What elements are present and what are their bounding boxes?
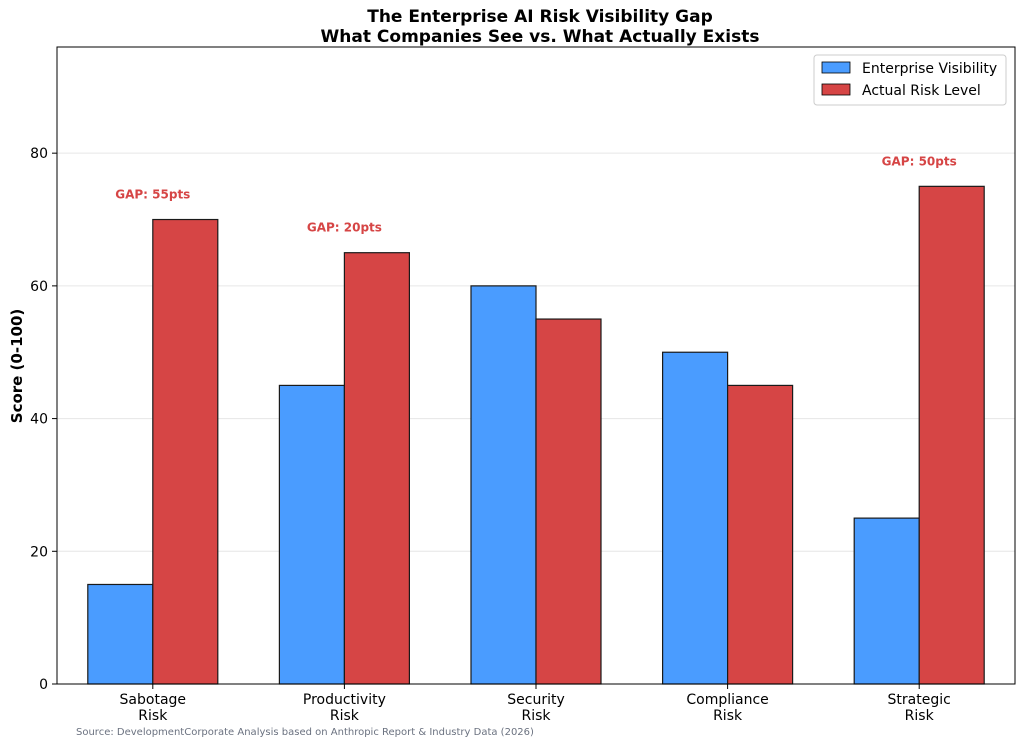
bar-actual-risk-level <box>535 318 602 685</box>
y-tick-label: 80 <box>30 146 48 162</box>
gap-annotation: GAP: 50pts <box>882 154 957 168</box>
x-tick-label: Strategic <box>888 692 951 708</box>
x-tick-label: Risk <box>905 708 935 724</box>
bar-enterprise-visibility <box>278 384 345 685</box>
legend-label-visibility: Enterprise Visibility <box>862 61 997 77</box>
bar-actual-risk-level <box>152 218 219 685</box>
x-tick-label: Risk <box>138 708 168 724</box>
x-tick-label: Risk <box>521 708 551 724</box>
legend-swatch-actual-risk <box>821 83 851 96</box>
y-tick-label: 0 <box>39 677 48 693</box>
x-tick-label: Risk <box>330 708 360 724</box>
gap-annotation: GAP: 20pts <box>307 221 382 235</box>
gap-annotations: GAP: 55pts GAP: 20pts GAP: 50pts <box>115 154 956 234</box>
gap-annotation: GAP: 55pts <box>115 188 190 202</box>
x-tick-label: Sabotage <box>120 692 187 708</box>
legend-label-actual-risk: Actual Risk Level <box>862 83 981 99</box>
bar-actual-risk-level <box>343 252 410 685</box>
source-note: Source: DevelopmentCorporate Analysis ba… <box>76 727 534 738</box>
legend-swatch-visibility <box>821 61 851 74</box>
y-tick-label: 40 <box>30 412 48 428</box>
x-tick-label: Productivity <box>303 692 386 708</box>
chart-title-line2: What Companies See vs. What Actually Exi… <box>321 27 760 47</box>
legend-box <box>813 54 1007 106</box>
y-tick-label: 20 <box>30 544 48 560</box>
bars <box>87 185 985 685</box>
bar-enterprise-visibility <box>87 583 154 685</box>
y-axis: 0 20 40 60 80 <box>30 146 57 693</box>
bar-enterprise-visibility <box>853 517 920 685</box>
legend: Enterprise Visibility Actual Risk Level <box>813 54 1007 106</box>
bar-actual-risk-level <box>918 185 985 685</box>
x-axis: SabotageRiskProductivityRiskSecurityRisk… <box>120 684 951 724</box>
bar-enterprise-visibility <box>470 285 537 685</box>
x-tick-label: Security <box>507 692 565 708</box>
x-tick-label: Compliance <box>686 692 768 708</box>
x-tick-label: Risk <box>713 708 743 724</box>
y-axis-label: Score (0-100) <box>8 309 26 423</box>
bar-enterprise-visibility <box>661 351 729 685</box>
y-tick-label: 60 <box>30 279 48 295</box>
chart-title-line1: The Enterprise AI Risk Visibility Gap <box>367 7 713 27</box>
bar-actual-risk-level <box>726 384 794 685</box>
